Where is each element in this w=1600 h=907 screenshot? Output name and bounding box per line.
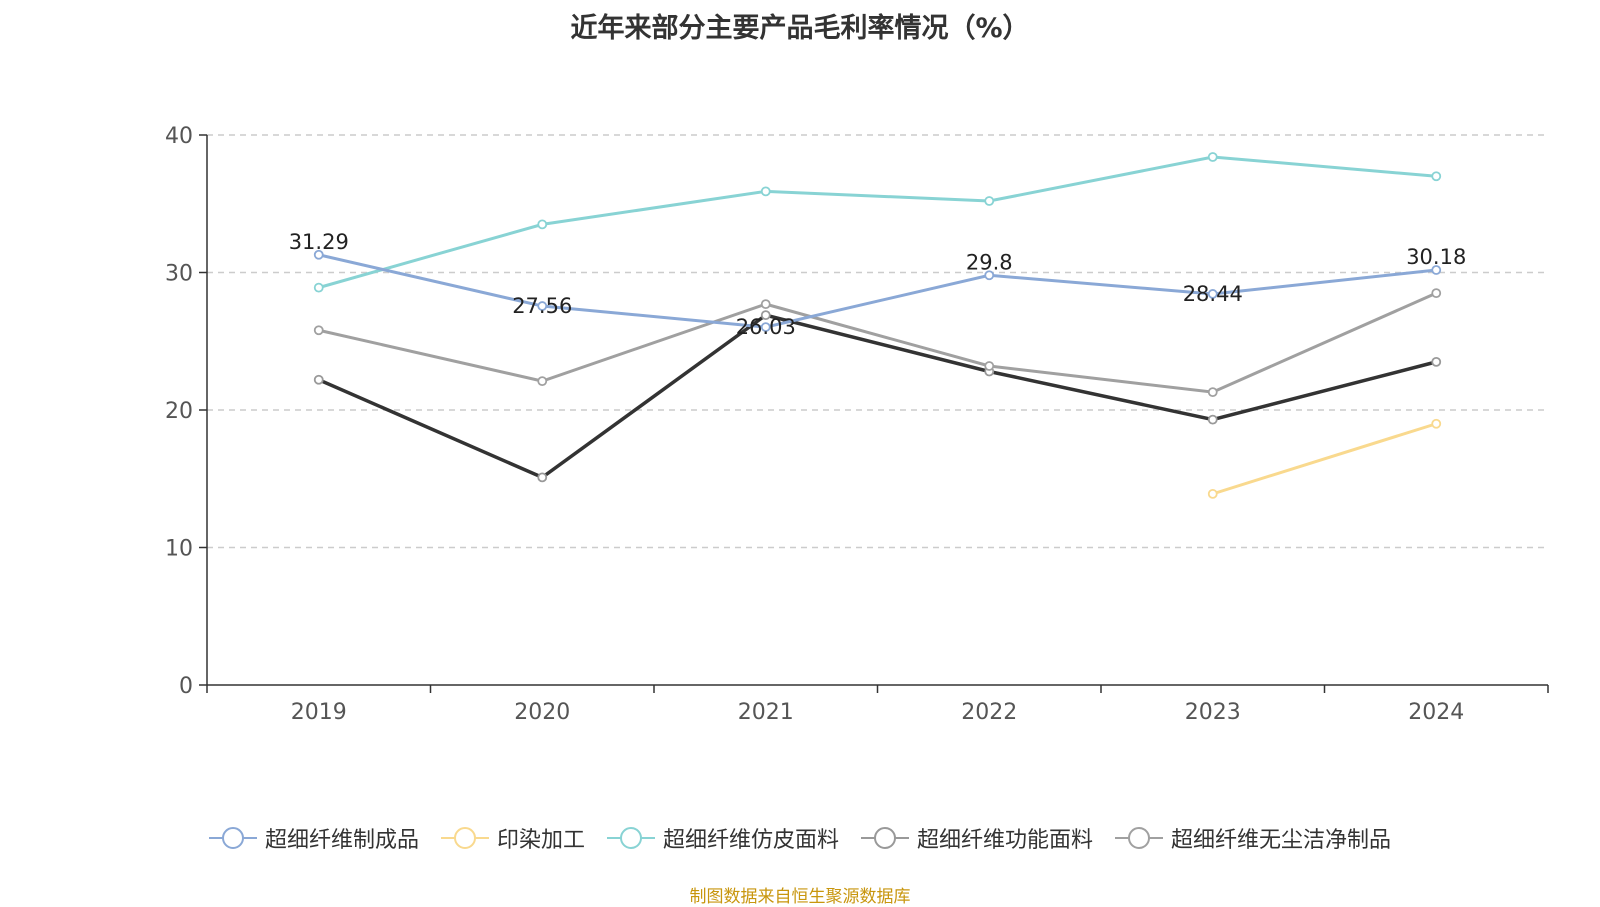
data-label: 26.03 [736, 315, 796, 339]
series-line [318, 253, 1437, 329]
data-point[interactable] [1431, 356, 1442, 367]
data-point[interactable] [760, 186, 771, 197]
x-tick-label: 2023 [1185, 700, 1241, 725]
data-point[interactable] [760, 299, 771, 310]
data-label: 27.56 [512, 294, 572, 318]
legend-label: 超细纤维仿皮面料 [662, 828, 839, 853]
x-tick-label: 2022 [961, 700, 1017, 725]
data-point[interactable] [1431, 265, 1442, 275]
legend-item-3[interactable]: 超细纤维功能面料 [861, 822, 1093, 854]
legend-label: 超细纤维制成品 [264, 828, 419, 853]
data-point[interactable] [1207, 488, 1218, 499]
legend-item-0[interactable]: 超细纤维制成品 [208, 822, 419, 854]
source-note: 制图数据来自恒生聚源数据库 [689, 887, 911, 907]
legend-label: 超细纤维无尘洁净制品 [1171, 828, 1392, 853]
legend-label: 印染加工 [496, 828, 585, 853]
x-tick-label: 2024 [1408, 700, 1464, 725]
data-point[interactable] [760, 322, 771, 332]
data-point[interactable] [313, 282, 324, 293]
y-tick-label: 0 [179, 674, 193, 699]
y-tick-label: 40 [165, 124, 193, 149]
legend-marker-icon [440, 827, 489, 849]
data-point[interactable] [1431, 171, 1442, 182]
series-line [318, 155, 1437, 290]
data-label: 30.18 [1406, 245, 1466, 269]
x-tick-label: 2020 [514, 700, 570, 725]
legend-marker-icon [861, 827, 909, 849]
data-point[interactable] [537, 301, 548, 311]
legend-marker-icon [208, 827, 257, 849]
series-line [318, 291, 1437, 394]
legend-item-1[interactable]: 印染加工 [440, 822, 585, 854]
legend-item-4[interactable]: 超细纤维无尘洁净制品 [1115, 822, 1391, 854]
data-point[interactable] [313, 249, 324, 260]
data-point[interactable] [1207, 289, 1218, 299]
x-tick-label: 2021 [738, 700, 794, 725]
y-tick-label: 30 [165, 262, 193, 287]
chart-title: 近年来部分主要产品毛利率情况（%） [570, 13, 1030, 44]
data-point[interactable] [537, 376, 548, 387]
series-line [318, 313, 1437, 480]
data-point[interactable] [984, 270, 995, 281]
data-label: 31.29 [289, 230, 349, 254]
data-point[interactable] [1431, 288, 1442, 299]
series-line [1212, 422, 1437, 496]
legend-item-2[interactable]: 超细纤维仿皮面料 [606, 822, 839, 854]
data-point[interactable] [1207, 387, 1218, 398]
grid-lines [207, 134, 1548, 549]
line-chart: 0 10 20 30 40 2019 2020 2021 2022 2023 2024 31.29 2… [165, 124, 1549, 725]
x-tick-label: 2019 [291, 700, 347, 725]
legend-marker-icon [1115, 827, 1164, 849]
axes: 0 10 20 30 40 2019 2020 2021 2022 2023 2024 [165, 124, 1549, 725]
legend: 超细纤维制成品 印染加工 超细纤维仿皮面料 超细纤维功能面料 超细纤维无尘洁净制… [0, 822, 1600, 854]
data-point[interactable] [1431, 418, 1442, 429]
data-point[interactable] [537, 219, 548, 230]
data-point[interactable] [1207, 152, 1218, 162]
data-labels: 31.29 27.56 26.03 29.8 28.44 30.18 [289, 230, 1467, 339]
legend-marker-icon [606, 827, 655, 849]
y-tick-label: 10 [165, 537, 193, 562]
y-tick-label: 20 [165, 399, 193, 424]
data-point[interactable] [313, 325, 324, 336]
data-label: 29.8 [966, 250, 1013, 274]
data-point[interactable] [984, 196, 995, 206]
data-point[interactable] [313, 374, 324, 385]
data-point[interactable] [760, 310, 771, 321]
data-point[interactable] [537, 472, 548, 483]
data-point[interactable] [984, 361, 995, 371]
data-label: 28.44 [1183, 282, 1243, 306]
series-lines [313, 152, 1442, 499]
data-point[interactable] [1207, 414, 1218, 425]
legend-label: 超细纤维功能面料 [917, 828, 1094, 853]
